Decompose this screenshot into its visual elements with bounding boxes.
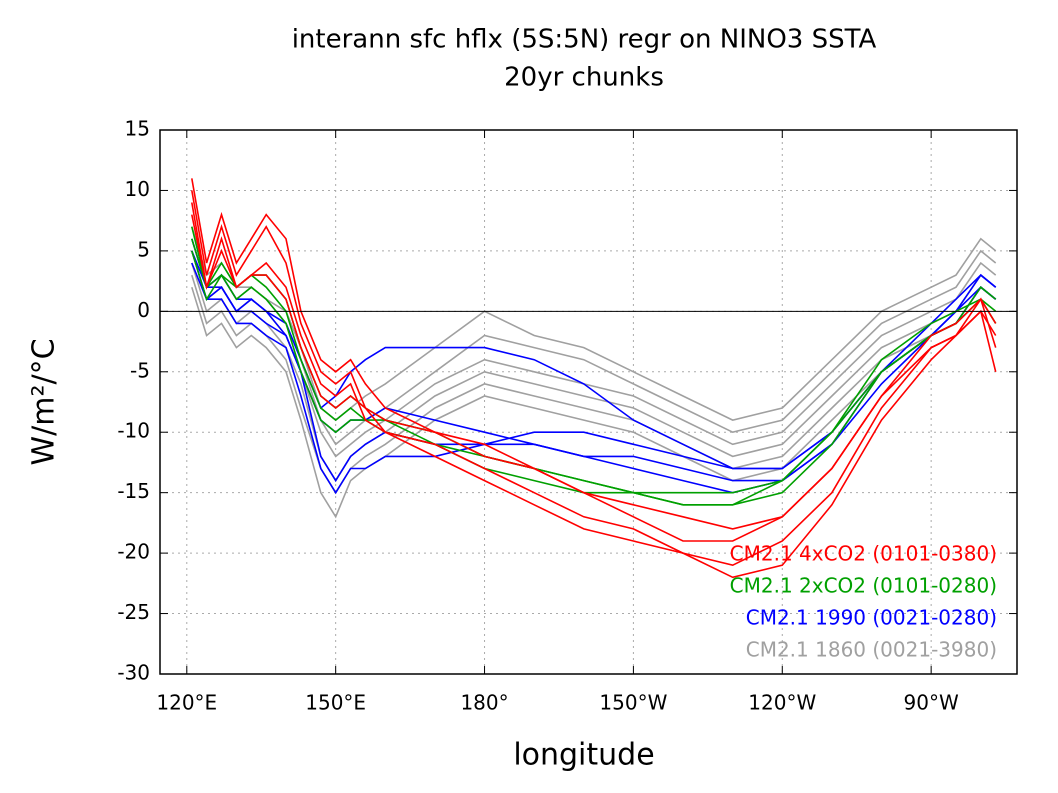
x-tick-label: 180° <box>460 691 508 715</box>
y-tick-label: 5 <box>137 237 150 261</box>
x-tick-label: 120°W <box>748 691 816 715</box>
legend-entry: CM2.1 1990 (0021-0280) <box>746 606 997 630</box>
x-axis-label: longitude <box>513 738 654 773</box>
legend-entry: CM2.1 1860 (0021-3980) <box>746 638 997 662</box>
y-tick-label: -30 <box>117 661 150 685</box>
series-line <box>191 178 997 542</box>
plot-frame <box>159 129 1018 675</box>
legend-entry: CM2.1 4xCO2 (0101-0380) <box>730 542 997 566</box>
series-line <box>191 190 997 567</box>
y-tick-label: 0 <box>137 298 150 322</box>
y-tick-label: -20 <box>117 540 150 564</box>
y-axis-label: W/m²/°C <box>27 338 62 465</box>
x-tick-label: 90°W <box>904 691 959 715</box>
series-line <box>191 214 997 530</box>
y-tick-label: -25 <box>117 600 150 624</box>
y-tick-label: 10 <box>125 177 150 201</box>
x-tick-label: 150°E <box>305 691 366 715</box>
y-tick-label: -5 <box>130 358 150 382</box>
x-tick-label: 120°E <box>156 691 217 715</box>
legend-entry: CM2.1 2xCO2 (0101-0280) <box>730 574 997 598</box>
x-tick-label: 150°W <box>599 691 667 715</box>
series-line <box>191 202 997 579</box>
y-tick-label: -10 <box>117 419 150 443</box>
chart-title: interann sfc hflx (5S:5N) regr on NINO3 … <box>292 25 877 55</box>
y-tick-label: 15 <box>125 117 150 141</box>
chart-subtitle: 20yr chunks <box>504 63 664 93</box>
y-tick-label: -15 <box>117 479 150 503</box>
